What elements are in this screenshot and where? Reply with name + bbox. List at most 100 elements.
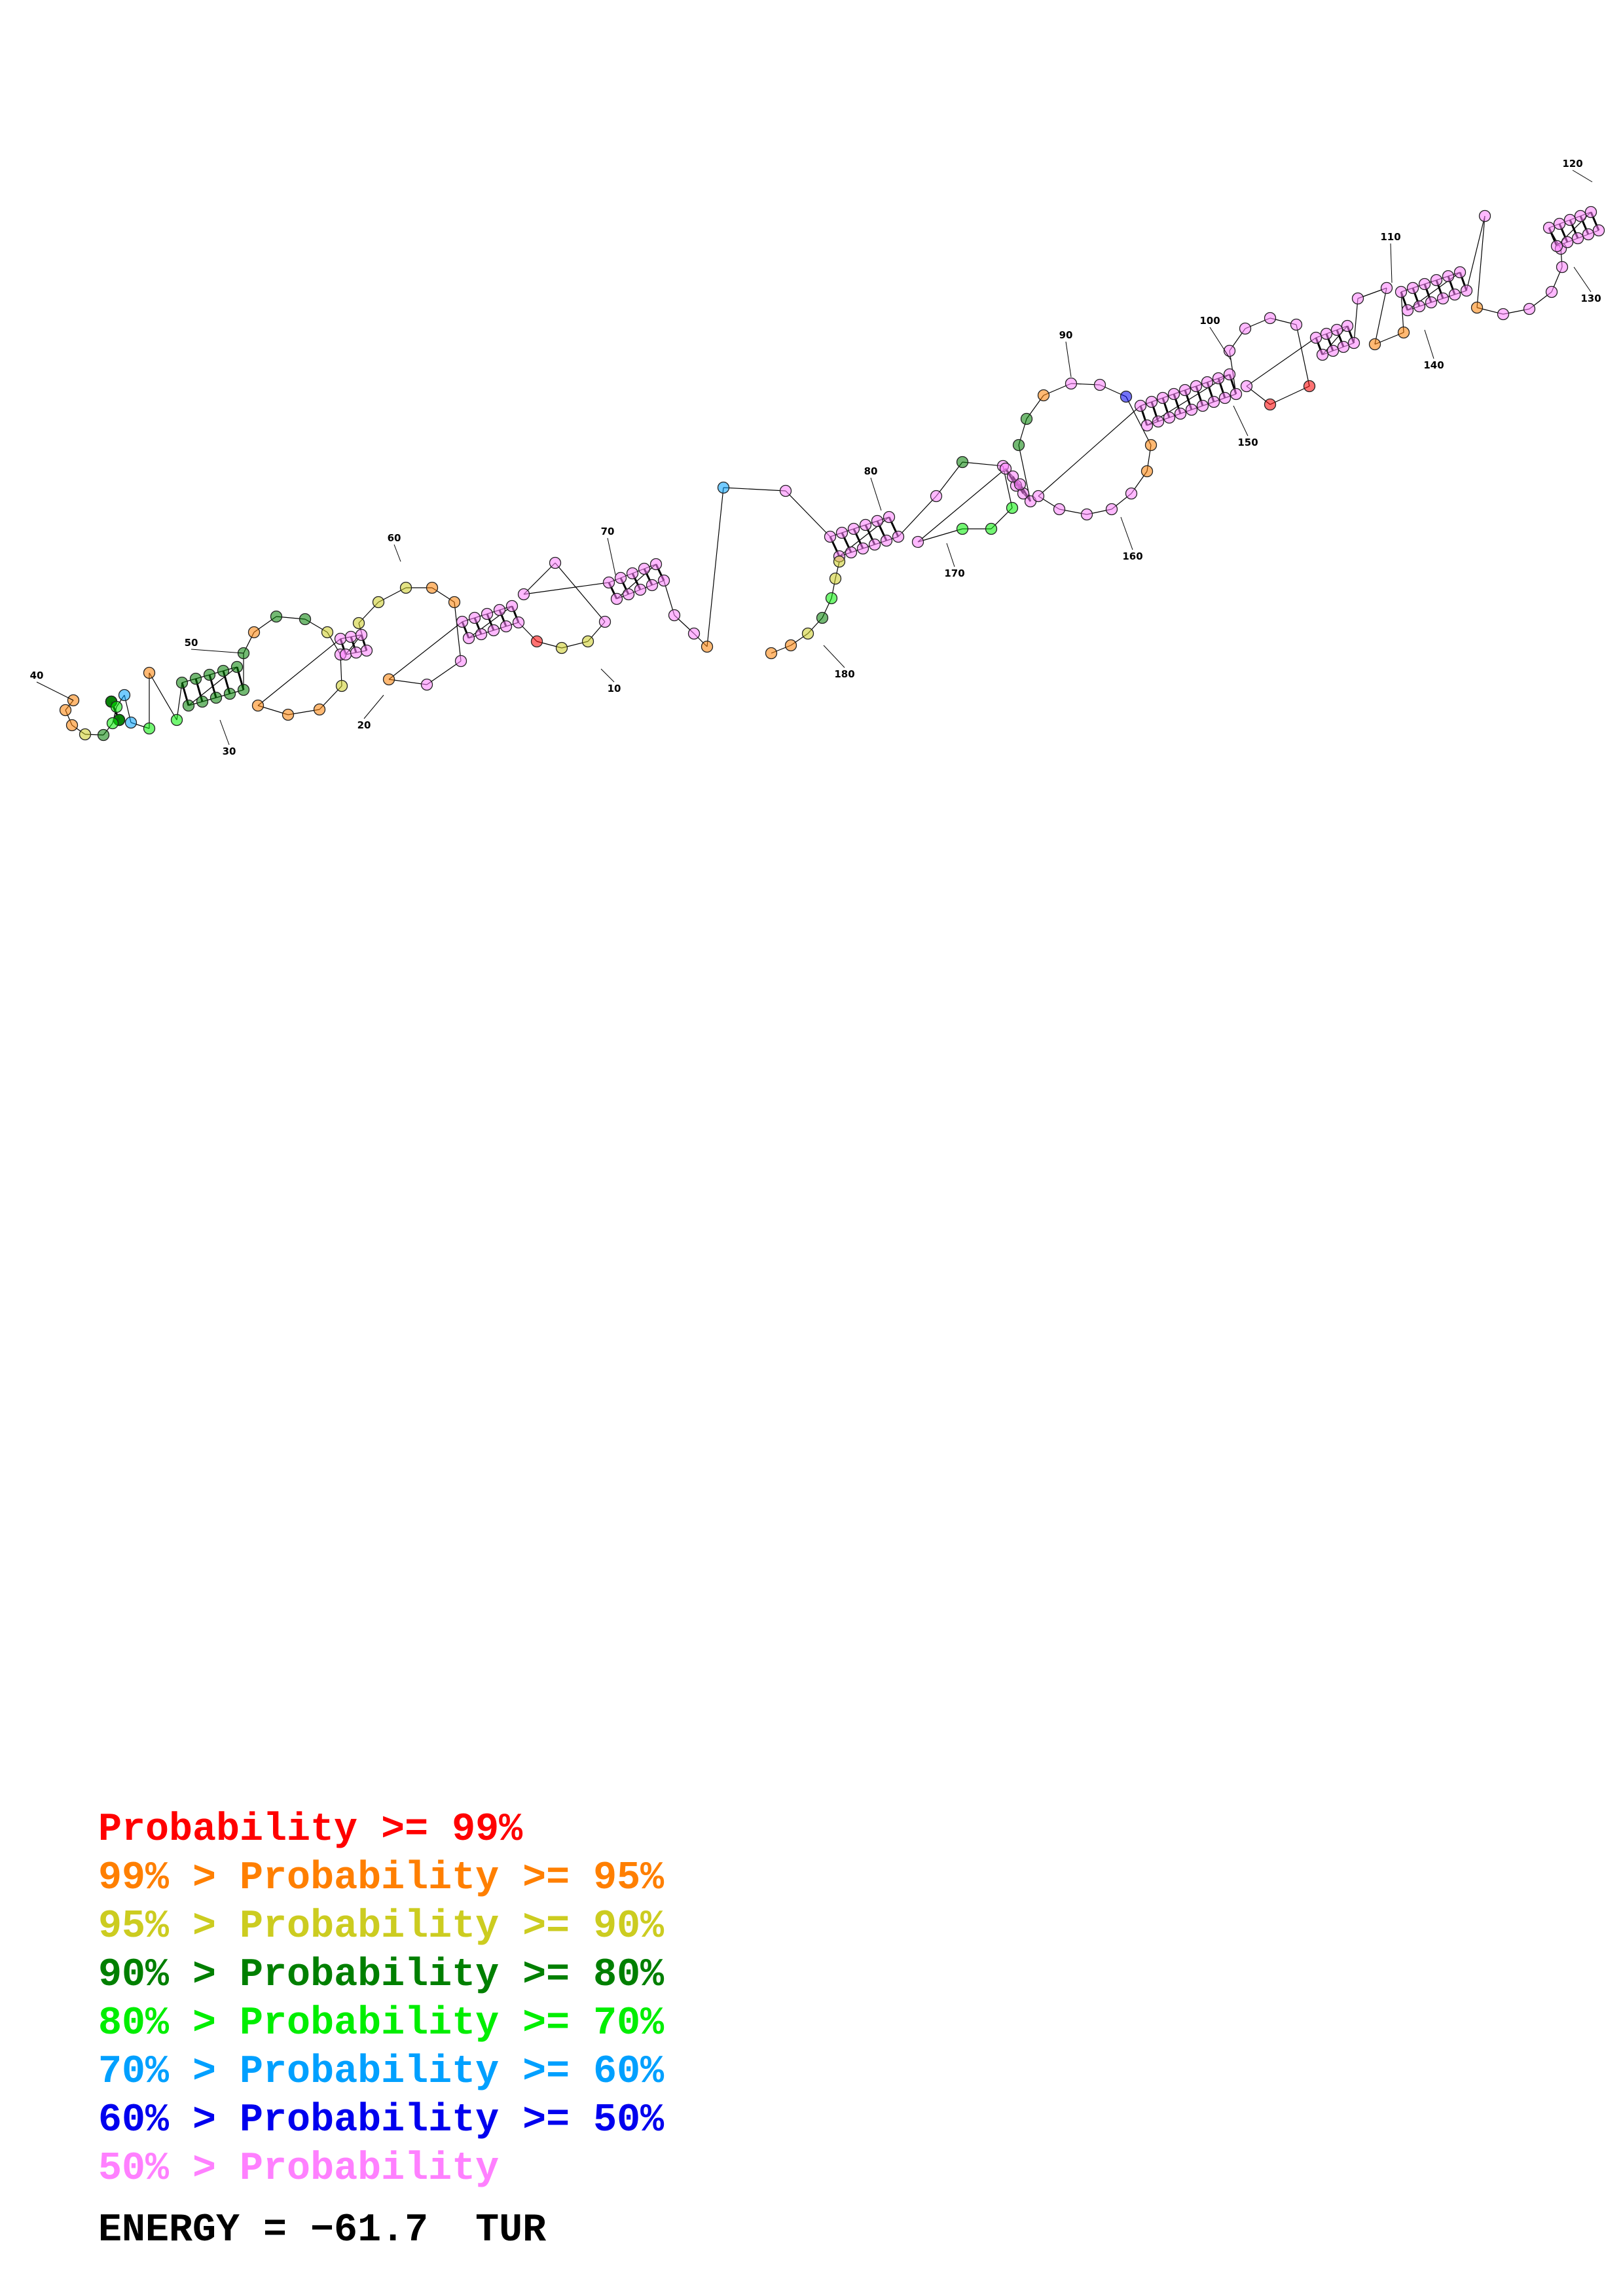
nucleotide-circle [833, 555, 846, 568]
nucleotide-circle [1190, 380, 1203, 393]
position-tick [191, 649, 244, 654]
nucleotide-circle [189, 672, 202, 685]
nucleotide-circle [1401, 304, 1414, 317]
nucleotide-circle [59, 704, 72, 717]
nucleotide-circle [360, 644, 373, 657]
nucleotide-circle [1584, 206, 1597, 219]
nucleotide-circle [230, 660, 244, 673]
nucleotide-circle [1574, 209, 1587, 223]
legend-prefix: 95% > [98, 1905, 240, 1949]
nucleotide-circle [1145, 395, 1158, 408]
position-tick [607, 537, 616, 575]
position-label: 70 [601, 526, 615, 537]
nucleotide-circle [1309, 331, 1322, 344]
backbone-segment [1353, 298, 1359, 344]
nucleotide-circle [985, 522, 998, 535]
nucleotide-circle [1413, 300, 1426, 313]
nucleotide-circle [247, 626, 261, 639]
nucleotide-circle [1351, 292, 1364, 305]
nucleotide-circle [1230, 387, 1243, 401]
nucleotide-circle [1264, 398, 1277, 411]
nucleotide-circle [210, 691, 223, 704]
position-tick [600, 668, 615, 683]
nucleotide-circle [182, 699, 195, 712]
nucleotide-circle [911, 535, 924, 548]
nucleotide-circle [106, 717, 119, 730]
nucleotide-circle [1470, 301, 1484, 314]
nucleotide-circle [668, 609, 681, 622]
position-tick [219, 719, 230, 745]
position-tick [870, 477, 882, 511]
nucleotide-circle [646, 579, 659, 592]
position-label: 30 [223, 745, 236, 757]
nucleotide-circle [223, 687, 236, 700]
nucleotide-circle [1320, 327, 1333, 340]
nucleotide-circle [1120, 390, 1133, 403]
nucleotide-circle [251, 699, 264, 712]
position-labels: 10 20 30 40 50 60 70 80 90 100 110 120 130 140 150 160 1… [30, 158, 1601, 757]
nucleotide-circle [1212, 372, 1225, 385]
position-tick [1390, 243, 1393, 283]
nucleotide-circle [1380, 281, 1393, 295]
legend-text: Probability >= 95% [240, 1856, 665, 1901]
nucleotide-circle [1303, 380, 1316, 393]
nucleotide-circle [321, 626, 334, 639]
nucleotide-circle [1341, 319, 1354, 332]
nucleotide-circle [1080, 508, 1093, 521]
nucleotide-circle [649, 558, 663, 571]
backbone-segment [917, 468, 1006, 543]
nucleotide-circle [530, 635, 543, 648]
nucleotide-circle [847, 522, 860, 535]
backbone-segment [388, 621, 463, 680]
position-label: 10 [608, 683, 621, 694]
nucleotide-circle [65, 719, 79, 732]
nucleotide-circle [626, 567, 639, 580]
nucleotide-circle [1571, 232, 1584, 245]
nucleotide-circle [1006, 470, 1019, 483]
nucleotide-circle [892, 530, 905, 543]
nucleotide-circle [143, 722, 156, 735]
nucleotide-circle [203, 668, 216, 681]
position-tick [363, 694, 384, 719]
backbone-segment [1296, 324, 1310, 387]
nucleotide-circle [1523, 302, 1536, 315]
nucleotide-circle [1460, 284, 1473, 297]
nucleotide-circle [282, 708, 295, 721]
nucleotide-circle [638, 562, 651, 575]
nucleotide-circle [1178, 384, 1192, 397]
nucleotide-circle [1218, 391, 1231, 404]
nucleotide-circle [124, 716, 137, 729]
nucleotide-circle [462, 632, 475, 645]
nucleotide-circle [602, 576, 615, 589]
backbone-segment [426, 660, 462, 685]
legend-prefix: 80% > [98, 2001, 240, 2046]
nucleotide-circle [1290, 318, 1303, 331]
backbone-segment [1476, 215, 1486, 308]
nucleotide-circle [426, 581, 439, 594]
nucleotide-circle [1163, 411, 1176, 424]
position-tick [946, 543, 955, 567]
nucleotide-circle [1140, 465, 1154, 478]
backbone-segment [962, 461, 1004, 467]
position-label: 160 [1122, 550, 1142, 562]
nucleotide-circle [1032, 490, 1045, 503]
nucleotide-circle [1442, 270, 1455, 283]
legend-prefix: 70% > [98, 2050, 240, 2094]
nucleotide-circle [1337, 340, 1350, 353]
nucleotide-circle [598, 615, 611, 628]
nucleotide-circle [1134, 399, 1147, 412]
nucleotide-circle [372, 596, 385, 609]
position-label: 110 [1380, 231, 1400, 243]
nucleotide-circle [701, 640, 714, 653]
nucleotide-circle [237, 683, 250, 696]
nucleotide-circle [487, 624, 500, 637]
legend-text: Probability >= 90% [240, 1905, 665, 1949]
backbone-segment [1374, 287, 1387, 345]
legend-text: Probability >= 60% [240, 2050, 665, 2094]
nucleotide-circle [1152, 415, 1165, 428]
backbone-segment [1246, 337, 1317, 387]
position-label: 150 [1237, 437, 1258, 448]
nucleotide-circle [930, 490, 943, 503]
nucleotide-circle [657, 574, 670, 587]
position-tick [1572, 170, 1593, 183]
